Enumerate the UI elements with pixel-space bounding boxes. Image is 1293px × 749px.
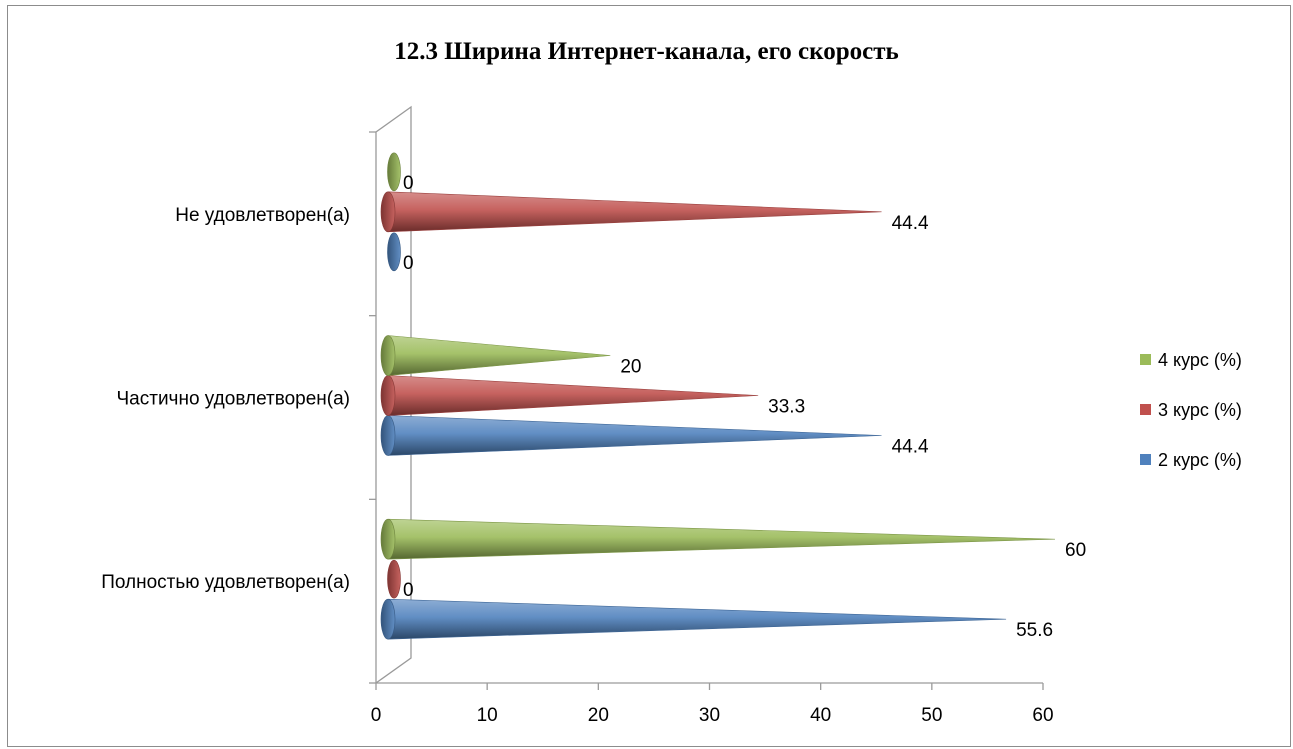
data-label: 0 [403,580,414,601]
category-label: Не удовлетворен(а) [175,205,350,226]
data-label: 0 [403,253,414,274]
x-tick-label: 10 [477,705,498,726]
x-tick-label: 30 [699,705,720,726]
data-label: 44.4 [892,213,929,234]
cone-bar [387,152,401,192]
x-tick-label: 20 [588,705,609,726]
cone-base [380,415,396,456]
category-label: Частично удовлетворен(а) [117,389,350,410]
legend-label: 2 курс (%) [1158,450,1242,470]
legend-swatch [1140,454,1151,465]
legend: 4 курс (%) 3 курс (%) 2 курс (%) [1140,350,1242,470]
legend-swatch [1140,354,1151,365]
cone-base [380,375,396,416]
x-tick-label: 40 [810,705,831,726]
legend-swatch [1140,404,1151,415]
data-label: 60 [1065,540,1086,561]
cone-base [380,518,396,560]
cone-bar [387,335,611,376]
axes-layer: 0 10 20 30 40 50 60 [369,105,1054,726]
data-label: 0 [403,173,414,194]
cone-base [380,598,396,640]
legend-label: 3 курс (%) [1158,400,1242,420]
data-label: 55.6 [1016,620,1053,641]
data-label: 44.4 [892,437,929,458]
cone-bar [387,559,401,599]
cone-bar [387,375,759,416]
x-tick-label: 50 [921,705,942,726]
cone-base [380,335,396,376]
cone-bar [387,518,1056,560]
chart-title: 12.3 Ширина Интернет-канала, его скорост… [394,38,899,65]
bars-layer [380,152,1056,640]
category-label: Полностью удовлетворен(а) [101,572,350,593]
cone-bar [387,232,401,272]
cone-bar [387,191,882,233]
x-tick-label: 0 [371,705,382,726]
cone-bar [387,415,882,456]
labels-layer: Полностью удовлетворен(а) Частично удовле… [101,173,1086,641]
cone-bar [387,598,1007,640]
data-label: 20 [620,357,641,378]
cone-base [380,191,396,233]
x-tick-label: 60 [1032,705,1053,726]
legend-label: 4 курс (%) [1158,350,1242,370]
data-label: 33.3 [768,397,805,418]
